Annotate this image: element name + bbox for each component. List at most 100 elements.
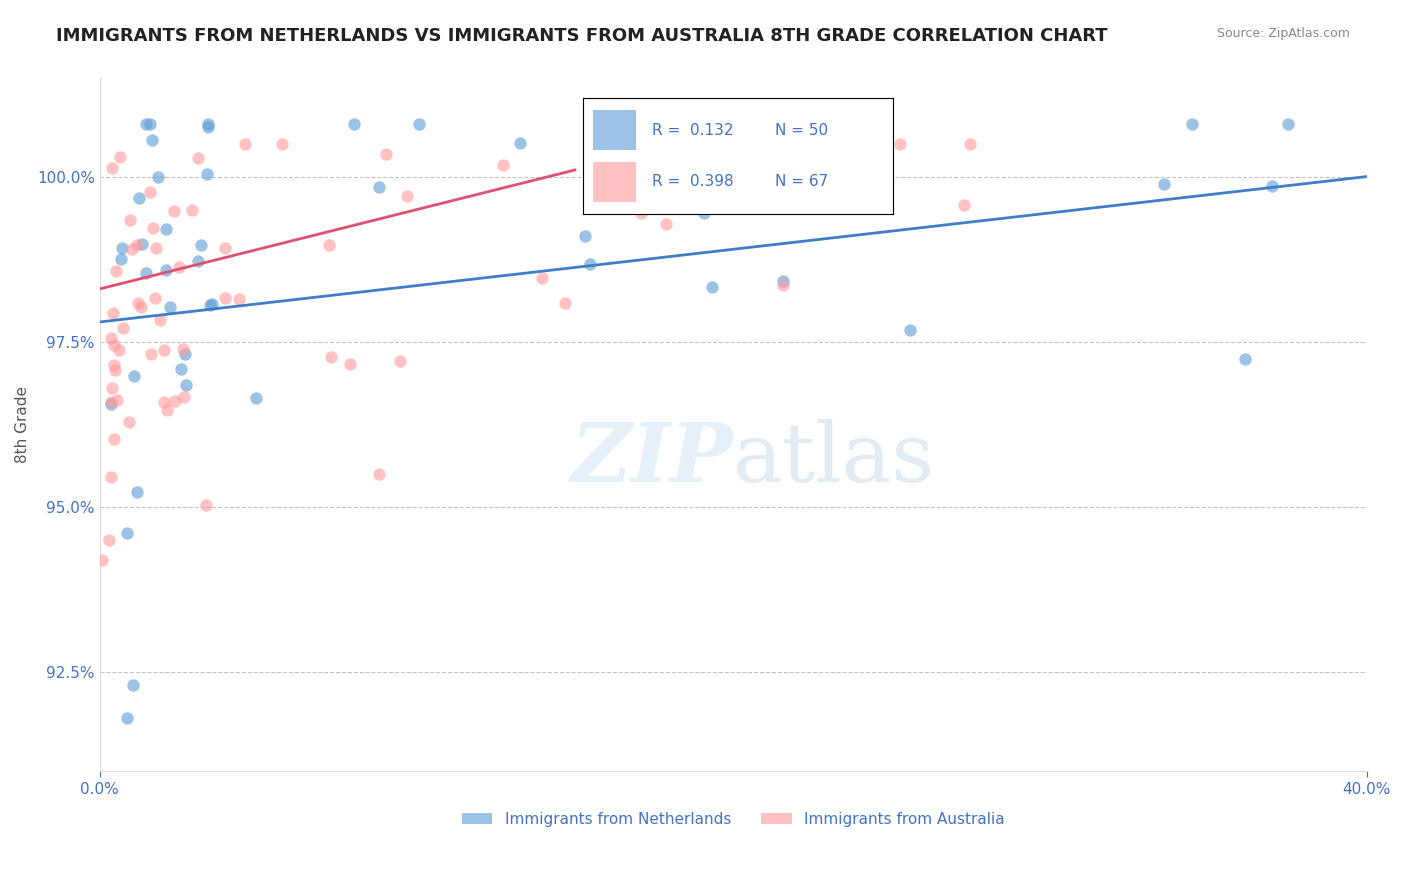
- Point: [374, 146, 396, 161]
- Point: [201, 297, 224, 311]
- Point: [135, 117, 157, 131]
- Point: [110, 252, 132, 266]
- Point: [173, 390, 195, 404]
- Point: [368, 179, 391, 194]
- Point: [839, 136, 862, 151]
- Point: [141, 132, 163, 146]
- Point: [692, 195, 714, 210]
- Point: [233, 136, 256, 151]
- Point: [531, 270, 554, 285]
- Point: [700, 280, 723, 294]
- Text: ZIP: ZIP: [571, 419, 734, 500]
- Point: [163, 203, 186, 218]
- Point: [153, 395, 176, 409]
- Point: [159, 301, 181, 315]
- Point: [1261, 179, 1284, 194]
- Point: [492, 158, 515, 172]
- FancyBboxPatch shape: [593, 162, 636, 202]
- Point: [139, 346, 162, 360]
- Point: [170, 361, 193, 376]
- Point: [271, 136, 294, 151]
- Point: [214, 291, 236, 305]
- Point: [388, 354, 411, 368]
- Point: [100, 161, 122, 175]
- Point: [143, 291, 166, 305]
- Point: [111, 241, 134, 255]
- Point: [163, 394, 186, 409]
- Point: [167, 260, 190, 275]
- Point: [1181, 117, 1204, 131]
- Point: [142, 221, 165, 235]
- Point: [101, 306, 124, 320]
- Point: [128, 191, 150, 205]
- Point: [155, 222, 177, 236]
- Point: [195, 168, 218, 182]
- Point: [395, 189, 418, 203]
- Point: [111, 321, 134, 335]
- Point: [118, 415, 141, 429]
- Point: [697, 117, 720, 131]
- Text: Source: ZipAtlas.com: Source: ZipAtlas.com: [1216, 27, 1350, 40]
- Point: [174, 347, 197, 361]
- Point: [855, 136, 877, 151]
- Point: [104, 264, 127, 278]
- Point: [100, 397, 122, 411]
- Y-axis label: 8th Grade: 8th Grade: [15, 386, 30, 463]
- Point: [190, 237, 212, 252]
- Point: [156, 403, 179, 417]
- Point: [187, 151, 209, 165]
- Point: [149, 312, 172, 326]
- Text: atlas: atlas: [734, 419, 935, 500]
- Point: [693, 206, 716, 220]
- Point: [197, 120, 219, 134]
- Point: [959, 136, 981, 151]
- Point: [135, 266, 157, 280]
- Point: [174, 378, 197, 392]
- Point: [155, 262, 177, 277]
- Point: [90, 553, 112, 567]
- Text: IMMIGRANTS FROM NETHERLANDS VS IMMIGRANTS FROM AUSTRALIA 8TH GRADE CORRELATION C: IMMIGRANTS FROM NETHERLANDS VS IMMIGRANT…: [56, 27, 1108, 45]
- Point: [146, 170, 169, 185]
- Point: [554, 296, 576, 310]
- Point: [108, 150, 131, 164]
- Point: [408, 117, 430, 131]
- Point: [1277, 117, 1299, 131]
- Point: [115, 711, 138, 725]
- Text: N = 50: N = 50: [775, 123, 828, 138]
- Point: [659, 136, 682, 151]
- FancyBboxPatch shape: [593, 110, 636, 150]
- Legend: Immigrants from Netherlands, Immigrants from Australia: Immigrants from Netherlands, Immigrants …: [456, 805, 1011, 833]
- Point: [127, 238, 149, 252]
- Point: [101, 380, 124, 394]
- Point: [1234, 352, 1257, 367]
- Point: [339, 357, 361, 371]
- Point: [98, 533, 121, 547]
- Point: [198, 298, 221, 312]
- Point: [214, 241, 236, 255]
- Point: [706, 136, 728, 151]
- Point: [711, 144, 734, 158]
- Point: [630, 206, 652, 220]
- Point: [172, 343, 194, 357]
- Text: R =  0.398: R = 0.398: [651, 174, 733, 189]
- Point: [187, 253, 209, 268]
- Point: [319, 351, 342, 365]
- Point: [108, 343, 131, 358]
- Point: [180, 203, 202, 218]
- Point: [103, 338, 125, 352]
- Point: [125, 484, 148, 499]
- Point: [343, 117, 366, 131]
- Point: [138, 117, 160, 131]
- Point: [103, 358, 125, 372]
- Point: [100, 395, 122, 409]
- Point: [900, 323, 922, 337]
- Point: [745, 136, 768, 151]
- Point: [509, 136, 531, 150]
- Point: [763, 117, 786, 131]
- Point: [115, 525, 138, 540]
- Point: [103, 363, 125, 377]
- Point: [105, 393, 128, 408]
- Point: [245, 391, 267, 405]
- Point: [145, 241, 167, 255]
- Point: [752, 117, 775, 131]
